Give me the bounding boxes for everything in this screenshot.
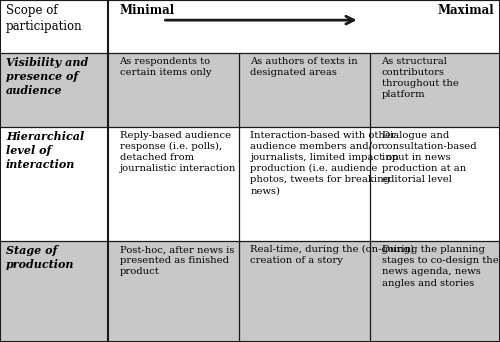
Text: Post-hoc, after news is
presented as finished
product: Post-hoc, after news is presented as fin… [120,245,234,276]
Text: As respondents to
certain items only: As respondents to certain items only [120,57,211,77]
Text: As authors of texts in
designated areas: As authors of texts in designated areas [250,57,358,77]
Text: Hierarchical
level of
interaction: Hierarchical level of interaction [6,131,84,170]
Text: Real-time, during the (on-going)
creation of a story: Real-time, during the (on-going) creatio… [250,245,414,265]
Text: Interaction-based with other
audience members and/or
journalists, limited impact: Interaction-based with other audience me… [250,131,399,195]
Bar [0,241,500,342]
Text: Reply-based audience
response (i.e. polls),
detached from
journalistic interacti: Reply-based audience response (i.e. poll… [120,131,236,173]
Bar [0,53,500,127]
Bar [0,127,500,241]
Text: Minimal: Minimal [120,4,174,17]
Text: Dialogue and
consultation-based
input in news
production at an
editorial level: Dialogue and consultation-based input in… [382,131,477,184]
Bar [0,0,500,53]
Text: Maximal: Maximal [438,4,494,17]
Text: Scope of
participation: Scope of participation [6,4,82,33]
Text: During the planning
stages to co-design the
news agenda, news
angles and stories: During the planning stages to co-design … [382,245,498,288]
Text: Visibility and
presence of
audience: Visibility and presence of audience [6,57,88,96]
Text: Stage of
production: Stage of production [6,245,74,271]
Text: As structural
contributors
throughout the
platform: As structural contributors throughout th… [382,57,458,100]
